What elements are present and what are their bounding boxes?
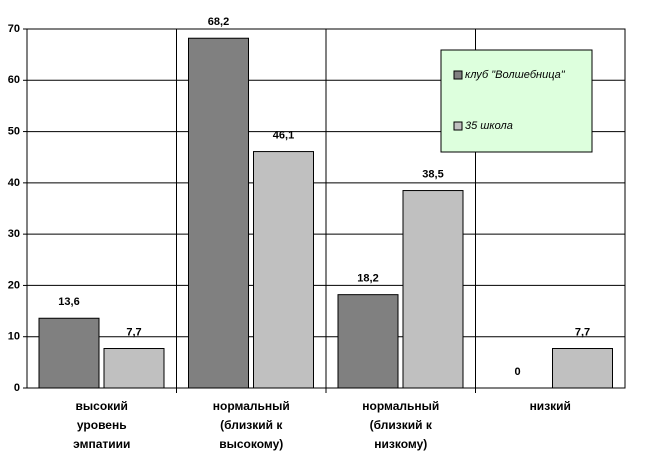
legend-box bbox=[440, 49, 593, 153]
value-label: 18,2 bbox=[357, 273, 378, 285]
y-tick-label: 30 bbox=[8, 228, 20, 240]
value-label: 7,7 bbox=[126, 326, 141, 338]
x-tick-label: нормальный (близкий к низкому) bbox=[362, 399, 440, 451]
y-tick-label: 50 bbox=[8, 125, 20, 137]
bar bbox=[253, 151, 314, 389]
value-label: 68,2 bbox=[208, 16, 229, 28]
bar bbox=[337, 294, 399, 389]
legend-label: клуб "Волшебница" bbox=[465, 69, 566, 81]
bar bbox=[103, 348, 165, 389]
value-label: 38,5 bbox=[422, 168, 443, 180]
legend-swatch bbox=[453, 121, 463, 131]
y-tick-label: 10 bbox=[8, 331, 20, 343]
y-tick-label: 40 bbox=[8, 177, 20, 189]
y-tick-label: 70 bbox=[8, 23, 20, 35]
bar bbox=[188, 37, 249, 389]
bar bbox=[402, 190, 464, 389]
bar bbox=[38, 317, 100, 389]
value-label: 46,1 bbox=[273, 129, 294, 141]
value-label: 7,7 bbox=[575, 326, 590, 338]
x-tick-label: низкий bbox=[529, 399, 571, 413]
value-label: 13,6 bbox=[58, 296, 79, 308]
y-tick-label: 60 bbox=[8, 74, 20, 86]
y-tick-label: 0 bbox=[14, 382, 20, 394]
x-tick-label: высокий уровень эмпатиии bbox=[73, 399, 131, 451]
value-label: 0 bbox=[514, 366, 520, 378]
legend-label: 35 школа bbox=[465, 120, 513, 132]
legend-swatch bbox=[453, 70, 463, 80]
x-tick-label: нормальный (близкий к высокому) bbox=[212, 399, 290, 451]
y-tick-label: 20 bbox=[8, 279, 20, 291]
bar bbox=[552, 348, 613, 389]
